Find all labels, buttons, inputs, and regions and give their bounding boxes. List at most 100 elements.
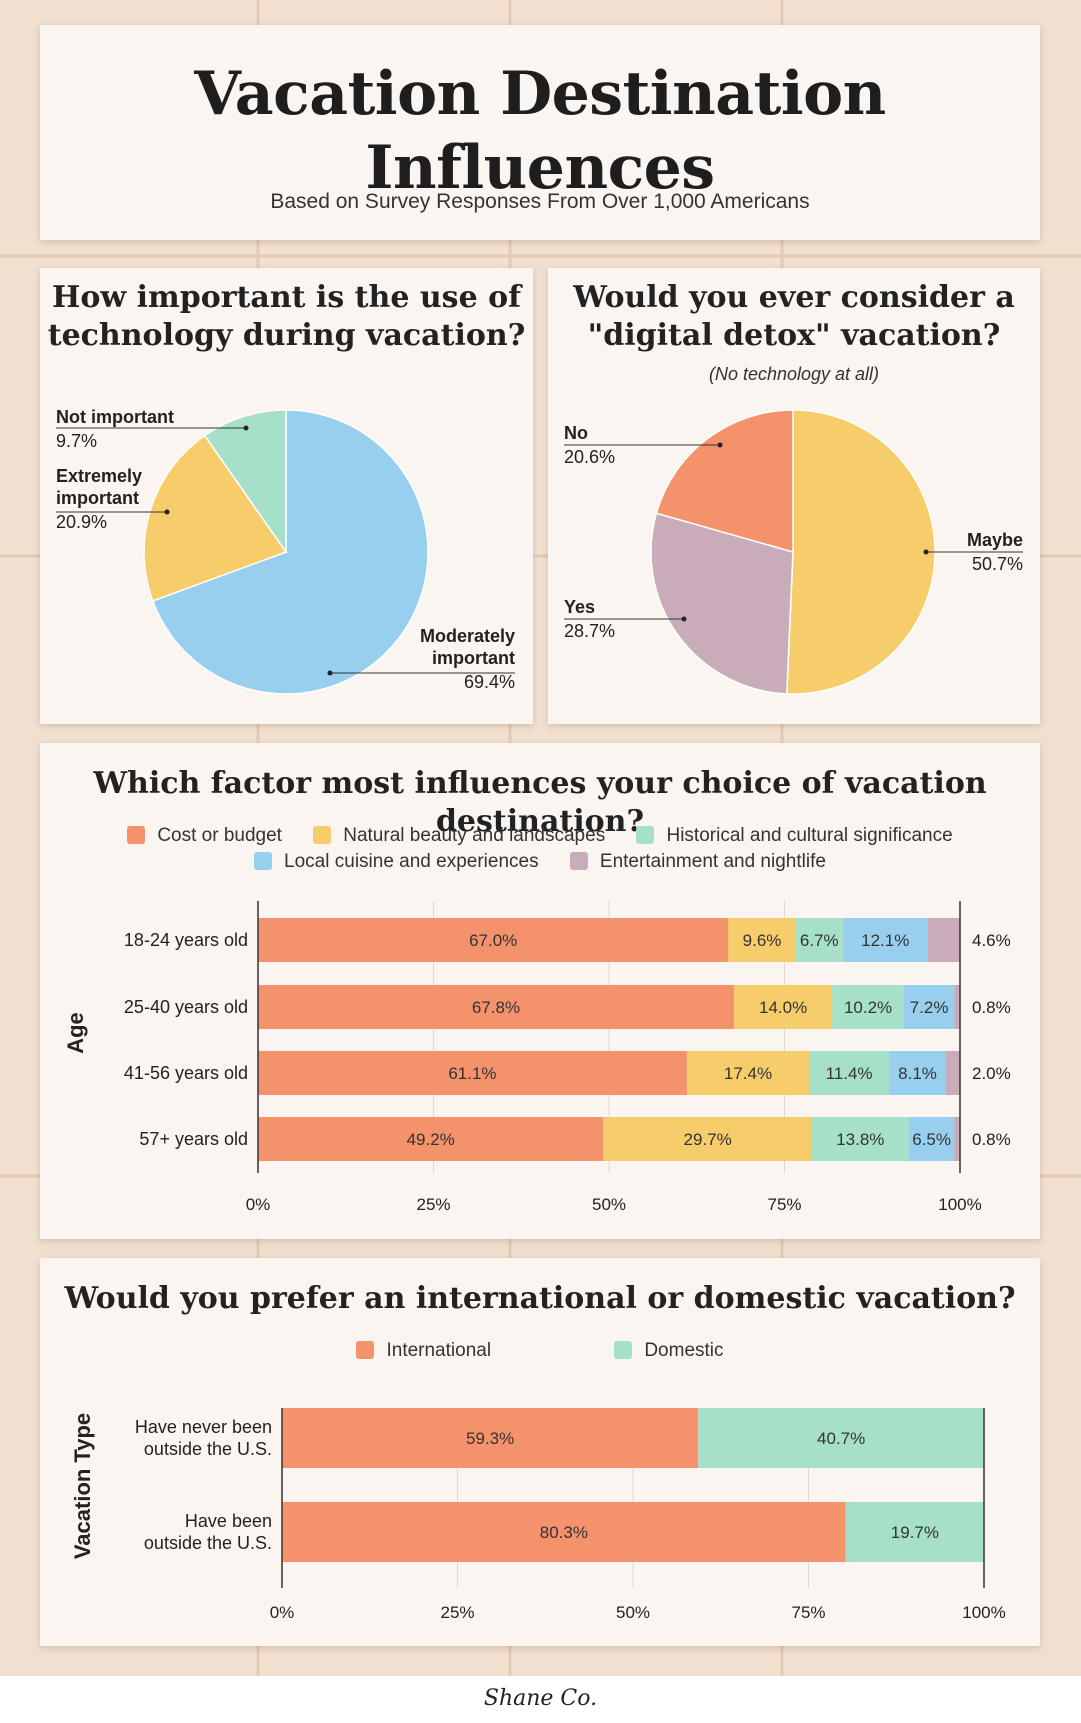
category-label-57-years-old: 57+ years old [139, 1129, 248, 1149]
tech-chart-title: How important is the use of technology d… [40, 279, 533, 355]
detox-title-line2: "digital detox" vacation? [587, 318, 1001, 353]
category-label-have-been-outside-the-u-s-1: Have been [185, 1511, 272, 1531]
bar-data-label-historical-and-cultural-significance: 6.7% [800, 931, 839, 950]
factor-legend-row-2: Local cuisine and experiences Entertainm… [40, 849, 1040, 875]
bar-segment-local-cuisine-and-experiences [842, 918, 928, 962]
detox-card: Would you ever consider a "digital detox… [548, 268, 1040, 724]
legend-swatch-domestic [614, 1341, 633, 1359]
bar-segment-natural-beauty-and-landscapes [733, 985, 833, 1029]
pie-value-maybe: 50.7% [972, 554, 1023, 574]
bar-segment-cost-or-budget [258, 985, 734, 1029]
x-tick-label-0-0: 0% [246, 1195, 271, 1214]
x-tick-label-25-1: 25% [440, 1603, 474, 1622]
legend-swatch-green [636, 826, 655, 844]
bar-segment-local-cuisine-and-experiences [889, 1051, 946, 1095]
category-label-have-never-been-outside-the-u-s-2: outside the U.S. [144, 1439, 272, 1459]
bar-segment-international [282, 1408, 699, 1468]
pie-leader-dot-yes [681, 616, 687, 622]
x-tick-label-75-3: 75% [791, 1603, 825, 1622]
factor-chart-title: Which factor most influences your choice… [93, 766, 987, 839]
intl-legend: International Domestic [40, 1338, 1040, 1364]
category-label-41-56-years-old: 41-56 years old [124, 1063, 248, 1083]
category-label-have-never-been-outside-the-u-s-1: Have never been [135, 1417, 272, 1437]
tech-pie-chart: Moderatelyimportant69.4%Extremelyimporta… [56, 407, 515, 695]
pie-leader-dot-extremely-important [164, 509, 170, 515]
bar-segment-entertainment-and-nightlife [945, 1051, 960, 1095]
bar-data-label-historical-and-cultural-significance: 10.2% [844, 998, 892, 1017]
bar-segment-local-cuisine-and-experiences [908, 1117, 955, 1161]
bar-data-label-local-cuisine-and-experiences: 8.1% [898, 1064, 937, 1083]
detox-pie-chart: Maybe 50.7% Yes 28.7% No 20.6% [564, 409, 1023, 695]
bar-data-label-natural-beauty-and-landscapes: 9.6% [743, 931, 782, 950]
bar-data-label-local-cuisine-and-experiences: 6.5% [912, 1130, 951, 1149]
pie-label-no: No [564, 423, 588, 443]
legend-label-entertainment: Entertainment and nightlife [599, 851, 826, 872]
bar-segment-entertainment-and-nightlife [954, 985, 960, 1029]
bar-segment-natural-beauty-and-landscapes [603, 1117, 812, 1161]
pie-label-extremely-important-1: Extremely [56, 466, 142, 486]
bar-data-label-entertainment-and-nightlife: 0.8% [972, 998, 1011, 1017]
category-label-18-24-years-old: 18-24 years old [124, 930, 248, 950]
bar-segment-local-cuisine-and-experiences [903, 985, 955, 1029]
brand-logo: Shane Co. [483, 1686, 598, 1711]
legend-label-cuisine: Local cuisine and experiences [284, 851, 539, 872]
bar-segment-historical-and-cultural-significance [811, 1117, 909, 1161]
pie-label-moderately-important-1: Moderately [420, 626, 515, 646]
pie-slice-no [655, 409, 794, 553]
bar-segment-cost-or-budget [258, 918, 729, 962]
page-title: Vacation Destination Influences [40, 57, 1040, 205]
bar-data-label-natural-beauty-and-landscapes: 14.0% [759, 998, 807, 1017]
pie-leader-dot-not-important [243, 425, 249, 431]
pie-label-extremely-important-2: important [56, 488, 139, 508]
pie-slice-maybe [785, 409, 936, 695]
x-tick-label-0-0: 0% [270, 1603, 295, 1622]
factor-legend-row-1: Cost or budget Natural beauty and landsc… [40, 823, 1040, 849]
tech-importance-card: How important is the use of technology d… [40, 268, 533, 724]
bar-data-label-international: 59.3% [466, 1429, 514, 1448]
y-axis-label: Vacation Type [70, 1413, 95, 1559]
footer: Shane Co. [0, 1676, 1081, 1723]
title-card: Vacation Destination Influences Based on… [40, 25, 1040, 240]
category-label-have-been-outside-the-u-s-2: outside the U.S. [144, 1533, 272, 1553]
legend-swatch-blue [254, 852, 273, 870]
pie-label-yes: Yes [564, 597, 595, 617]
pie-slice-yes [650, 512, 794, 695]
bar-data-label-entertainment-and-nightlife: 2.0% [972, 1064, 1011, 1083]
pie-leader-dot-maybe [923, 549, 929, 555]
bar-data-label-local-cuisine-and-experiences: 7.2% [910, 998, 949, 1017]
legend-swatch-yellow [313, 826, 332, 844]
y-axis-label: Age [63, 1012, 88, 1054]
pie-label-not-important: Not important [56, 407, 174, 427]
x-tick-label-75-3: 75% [767, 1195, 801, 1214]
legend-label-domestic: Domestic [644, 1340, 724, 1361]
bar-data-label-local-cuisine-and-experiences: 12.1% [861, 931, 909, 950]
tech-title-line1: How important is the use of [51, 280, 522, 315]
x-tick-label-100-4: 100% [938, 1195, 981, 1214]
bar-data-label-domestic: 40.7% [817, 1429, 865, 1448]
detox-title-line1: Would you ever consider a [573, 280, 1015, 315]
legend-item-cuisine: Local cuisine and experiences [254, 849, 539, 875]
legend-swatch-mauve [569, 852, 588, 870]
bar-data-label-cost-or-budget: 67.0% [469, 931, 517, 950]
bar-data-label-entertainment-and-nightlife: 4.6% [972, 931, 1011, 950]
bar-segment-natural-beauty-and-landscapes [728, 918, 796, 962]
factor-legend: Cost or budget Natural beauty and landsc… [40, 823, 1040, 875]
legend-label-cost: Cost or budget [157, 825, 282, 846]
pie-value-yes: 28.7% [564, 621, 615, 641]
pie-leader-dot-no [717, 442, 723, 448]
bar-data-label-domestic: 19.7% [891, 1523, 939, 1542]
bar-segment-historical-and-cultural-significance [832, 985, 904, 1029]
pie-value-extremely-important: 20.9% [56, 512, 107, 532]
pie-value-no: 20.6% [564, 447, 615, 467]
legend-item-cost: Cost or budget [127, 823, 282, 849]
bar-segment-domestic [698, 1408, 984, 1468]
legend-item-international: International [356, 1338, 491, 1364]
legend-label-international: International [386, 1340, 492, 1361]
x-tick-label-25-1: 25% [416, 1195, 450, 1214]
bar-data-label-cost-or-budget: 49.2% [407, 1130, 455, 1149]
bar-segment-natural-beauty-and-landscapes [686, 1051, 810, 1095]
page-title-line1: Vacation Destination [194, 59, 886, 129]
legend-swatch-orange [127, 826, 146, 844]
pie-value-moderately-important: 69.4% [464, 672, 515, 692]
